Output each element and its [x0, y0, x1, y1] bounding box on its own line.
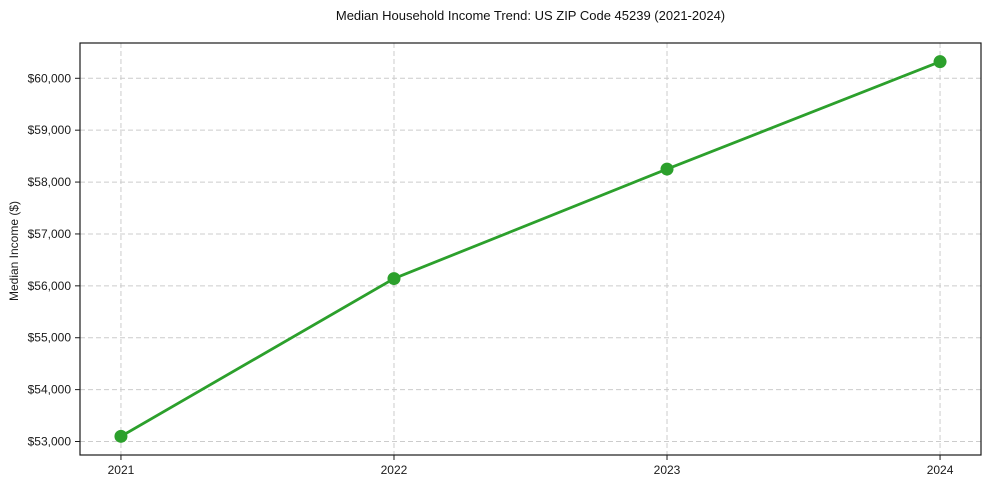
data-point-marker [660, 162, 674, 176]
data-point-marker [933, 55, 947, 69]
x-tick-label: 2022 [381, 463, 408, 477]
data-point-marker [387, 272, 401, 286]
axes-spines [79, 42, 982, 456]
y-tick-label: $57,000 [28, 227, 72, 241]
x-tick-label: 2021 [108, 463, 135, 477]
x-tick-label: 2023 [654, 463, 681, 477]
y-tick-label: $58,000 [28, 175, 72, 189]
y-tick-label: $53,000 [28, 435, 72, 449]
y-tick-label: $54,000 [28, 383, 72, 397]
y-tick-label: $60,000 [28, 71, 72, 85]
y-axis-label: Median Income ($) [7, 200, 21, 302]
y-tick-label: $59,000 [28, 123, 72, 137]
y-tick-label: $55,000 [28, 331, 72, 345]
trend-line [119, 60, 942, 438]
y-tick-label: $56,000 [28, 279, 72, 293]
x-tick-label: 2024 [927, 463, 954, 477]
data-point-marker [114, 429, 128, 443]
chart-title: Median Household Income Trend: US ZIP Co… [335, 8, 726, 23]
